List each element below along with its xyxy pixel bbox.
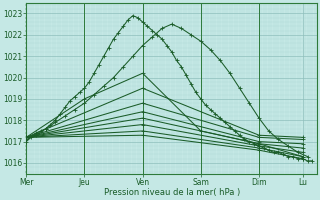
X-axis label: Pression niveau de la mer( hPa ): Pression niveau de la mer( hPa ) [104, 188, 240, 197]
